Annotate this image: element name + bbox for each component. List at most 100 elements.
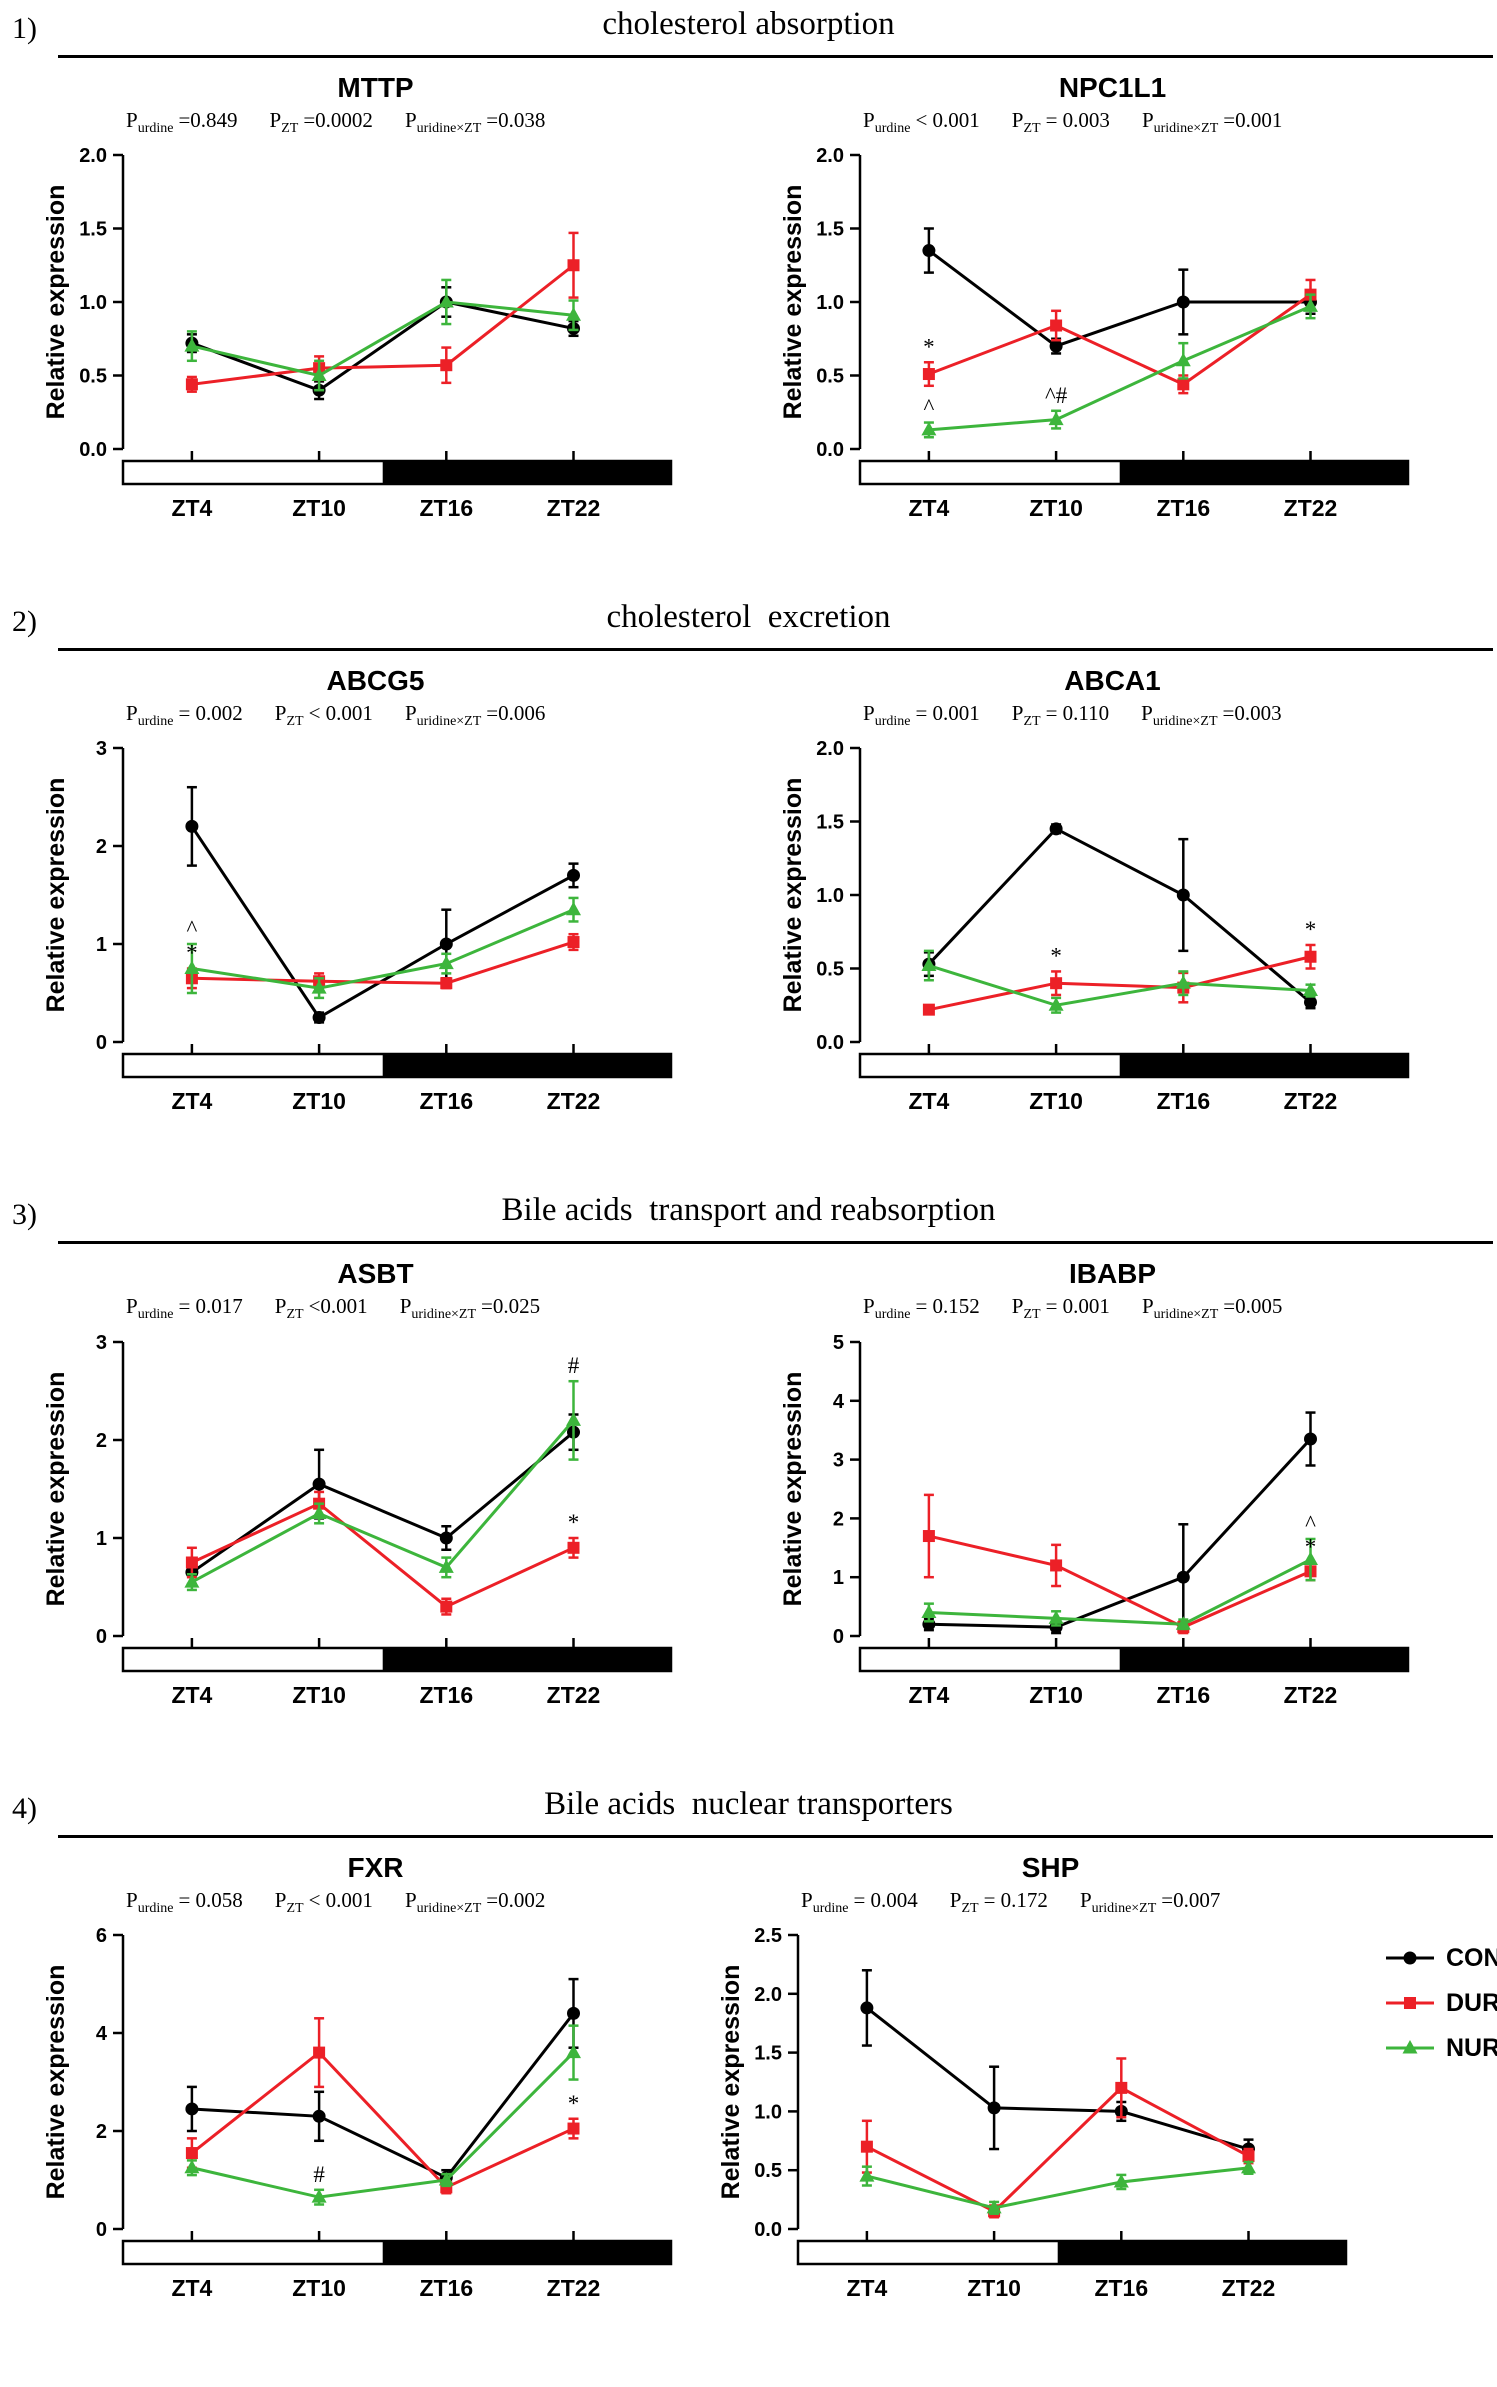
legend-item-dur: DUR <box>1384 1989 1497 2018</box>
chart-svg: 0 1 2 3 Relative expression ZT4 ZT10 ZT16 ZT22 * # <box>42 1332 673 1708</box>
p-value: = 0.172 <box>983 1887 1048 1912</box>
series-DUR <box>922 278 1317 395</box>
chart-abca1: ABCA1 Purdine = 0.001 PZT = 0.110 Puridine… <box>765 657 1430 1150</box>
chart-mttp: MTTP Purdine =0.849 PZT =0.0002 Puridine×Z… <box>28 64 693 557</box>
point-circle <box>567 869 580 883</box>
point-square <box>1242 2149 1255 2162</box>
p-value: = 0.001 <box>1045 1294 1110 1319</box>
charts-row: FXR Purdine = 0.058 PZT < 0.001 Puridine×Z… <box>0 1844 1497 2337</box>
legend-label: DUR <box>1446 1988 1497 2017</box>
point-circle <box>1176 888 1190 902</box>
point-square <box>185 1556 198 1569</box>
p-symbol: P <box>1141 701 1153 726</box>
light-phase-bar <box>123 1054 383 1078</box>
p-value: = 0.058 <box>178 1887 243 1912</box>
significance-marker: * <box>1050 944 1062 969</box>
p-value: =0.003 <box>1222 701 1282 726</box>
point-triangle <box>1402 2040 1418 2054</box>
point-triangle <box>311 367 327 382</box>
svg-text:1.5: 1.5 <box>816 812 844 834</box>
p-subscript: ZT <box>286 714 304 730</box>
pvalue-zt: PZT = 0.001 <box>1012 1294 1110 1323</box>
series-NUR <box>184 278 581 392</box>
pvalue-zt: PZT =0.0002 <box>270 108 373 137</box>
svg-text:4: 4 <box>96 2023 108 2045</box>
daynight-bar: ZT4 ZT10 ZT16 ZT22 <box>121 451 673 521</box>
x-tick-label: ZT10 <box>1029 495 1083 521</box>
pvalue-interaction: Puridine×ZT =0.002 <box>405 1888 545 1917</box>
point-triangle <box>986 2199 1002 2214</box>
point-circle <box>1049 1620 1063 1634</box>
daynight-bar: ZT4 ZT10 ZT16 ZT22 <box>121 1044 673 1114</box>
con-marker-icon <box>1384 1947 1436 1969</box>
svg-text:3: 3 <box>96 1332 107 1354</box>
chart-asbt: ASBT Purdine = 0.017 PZT <0.001 Puridine×Z… <box>28 1250 693 1743</box>
svg-text:3: 3 <box>96 738 107 760</box>
p-subscript: uridine×ZT <box>1153 121 1219 137</box>
pvalue-interaction: Puridine×ZT =0.005 <box>1142 1294 1282 1323</box>
point-triangle <box>921 422 937 436</box>
point-circle <box>1304 1432 1317 1446</box>
y-axis-label: Relative expression <box>717 1964 745 2199</box>
p-symbol: P <box>269 108 282 132</box>
point-triangle <box>921 957 937 972</box>
pvalue-row: Purdine = 0.001 PZT = 0.110 Puridine×ZT =0.… <box>863 701 1430 730</box>
p-symbol: P <box>274 1887 287 1912</box>
x-tick-label: ZT4 <box>171 1682 212 1708</box>
p-symbol: P <box>949 1887 962 1912</box>
plot-abcg5: 0 1 2 3 Relative expression ZT4 ZT10 ZT16 ZT22 * ^ <box>28 730 693 1150</box>
significance-marker: * <box>1305 1534 1317 1559</box>
x-tick-label: ZT22 <box>547 495 601 521</box>
p-value: = 0.017 <box>178 1294 243 1319</box>
x-tick-label: ZT10 <box>292 1088 346 1114</box>
p-value: =0.001 <box>1223 108 1283 132</box>
point-square <box>440 1600 453 1613</box>
svg-text:2: 2 <box>833 1508 844 1530</box>
point-triangle <box>566 902 581 916</box>
series-NUR <box>184 1379 581 1591</box>
point-triangle <box>438 1558 454 1573</box>
svg-text:0: 0 <box>96 1626 107 1648</box>
plot-shp: 0.0 0.5 1.0 1.5 2.0 2.5 Relative expression ZT4… <box>703 1917 1368 2337</box>
x-tick-label: ZT22 <box>1284 1682 1338 1708</box>
chart-title: IBABP <box>1068 1258 1157 1290</box>
light-phase-bar <box>123 2240 383 2264</box>
point-circle <box>1049 339 1063 353</box>
x-tick-label: ZT10 <box>1029 1088 1083 1114</box>
point-circle <box>1304 996 1317 1010</box>
x-tick-label: ZT10 <box>1029 1682 1083 1708</box>
pvalue-interaction: Puridine×ZT =0.007 <box>1080 1888 1220 1917</box>
point-square <box>860 2140 873 2153</box>
svg-text:2: 2 <box>96 836 107 858</box>
p-symbol: P <box>399 1294 412 1319</box>
svg-text:1.0: 1.0 <box>816 292 844 314</box>
daynight-bar: ZT4 ZT10 ZT16 ZT22 <box>858 451 1410 521</box>
light-phase-bar <box>123 461 383 485</box>
pvalue-row: Purdine = 0.058 PZT < 0.001 Puridine×ZT =0.… <box>126 1888 693 1917</box>
section-header: 3) Bile acids transport and reabsorption <box>0 1192 1497 1238</box>
p-subscript: ZT <box>1023 121 1041 137</box>
y-axis: 0.0 0.5 1.0 1.5 2.0 2.5 Relative expression <box>717 1925 800 2241</box>
pvalue-row: Purdine = 0.152 PZT = 0.001 Puridine×ZT =0.… <box>863 1294 1430 1323</box>
y-axis-label: Relative expression <box>42 185 70 420</box>
dark-phase-bar <box>382 1054 671 1078</box>
series-DUR <box>922 1493 1317 1634</box>
chart-npc1l1: NPC1L1 Purdine < 0.001 PZT = 0.003 Puridin… <box>765 64 1430 557</box>
series-CON <box>185 1977 580 2186</box>
p-subscript: ZT <box>1023 1307 1041 1323</box>
p-subscript: uridine×ZT <box>1091 1900 1157 1916</box>
significance-marker: * <box>568 1510 580 1535</box>
pvalue-uridine: Purdine = 0.058 <box>126 1888 243 1917</box>
pvalue-uridine: Purdine < 0.001 <box>863 108 980 137</box>
y-axis-label: Relative expression <box>42 778 70 1013</box>
svg-text:1.5: 1.5 <box>754 2042 782 2064</box>
p-value: <0.001 <box>308 1294 368 1319</box>
point-triangle <box>1241 2159 1256 2174</box>
light-phase-bar <box>123 1647 383 1671</box>
point-circle <box>185 820 199 834</box>
svg-text:0.0: 0.0 <box>79 439 107 461</box>
svg-text:3: 3 <box>833 1449 844 1471</box>
chart-abcg5: ABCG5 Purdine = 0.002 PZT < 0.001 Puridine… <box>28 657 693 1150</box>
point-circle <box>1176 1570 1190 1584</box>
y-axis-label: Relative expression <box>42 1964 70 2199</box>
